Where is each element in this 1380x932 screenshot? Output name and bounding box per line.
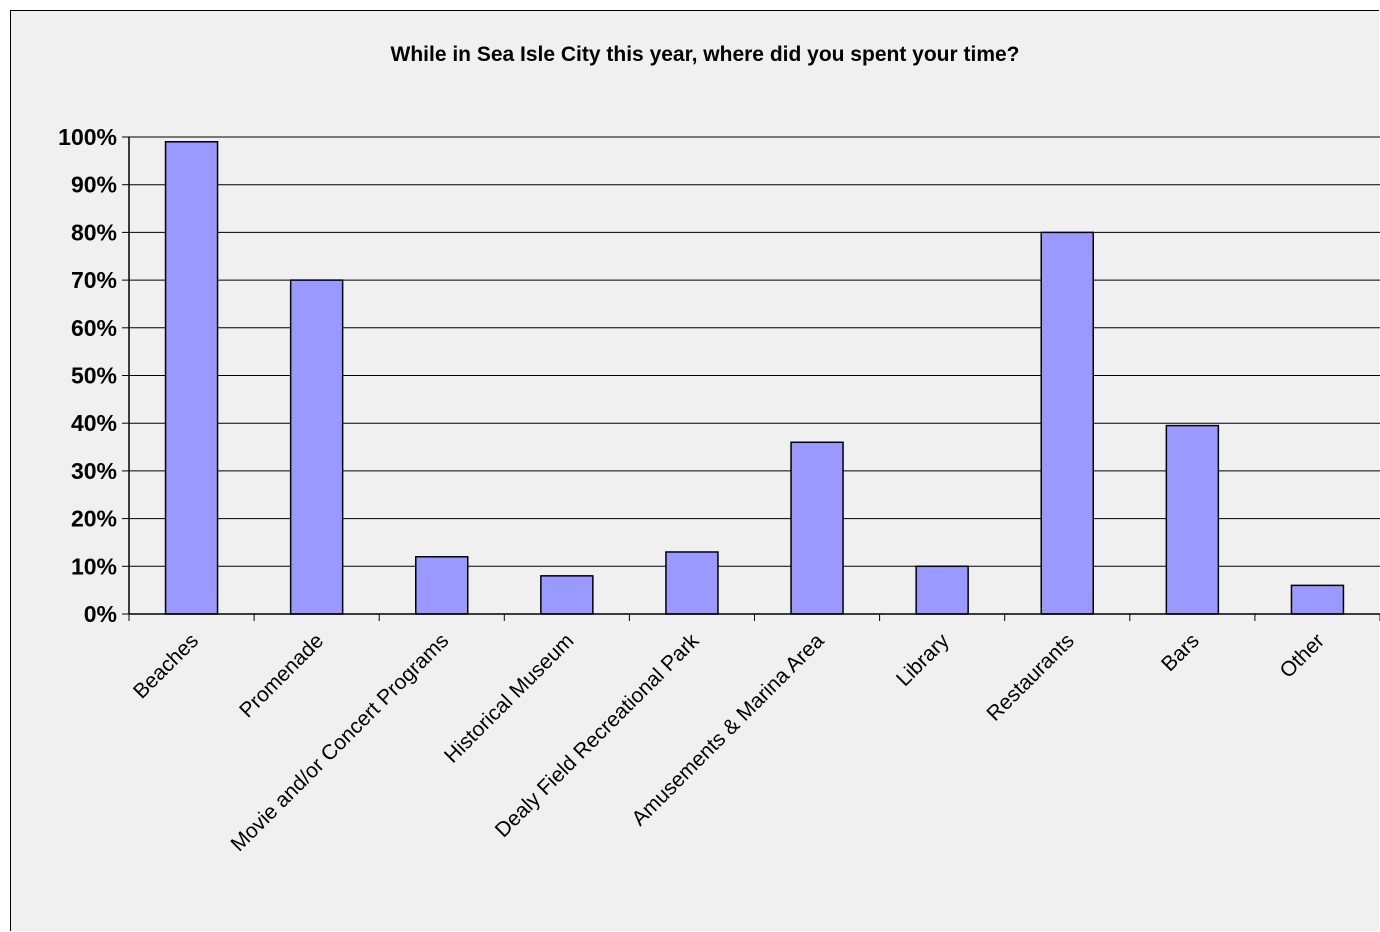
- y-tick-label: 60%: [71, 315, 117, 341]
- y-tick-label: 100%: [58, 124, 117, 150]
- y-tick-label: 30%: [71, 458, 117, 484]
- bar: [665, 551, 719, 615]
- bar: [1290, 584, 1345, 615]
- bar: [415, 556, 469, 615]
- x-tick-label: Beaches: [129, 629, 203, 703]
- x-tick-label: Other: [1276, 629, 1329, 682]
- bar: [1040, 231, 1094, 615]
- y-tick-label: 20%: [71, 506, 117, 532]
- x-tick-label: Promenade: [235, 629, 328, 722]
- bar: [915, 565, 969, 615]
- x-tick-label: Library: [892, 629, 954, 691]
- x-tick-label: Bars: [1157, 629, 1204, 676]
- y-tick-label: 40%: [71, 410, 117, 436]
- bar: [790, 441, 844, 615]
- y-tick-label: 80%: [71, 219, 117, 245]
- y-tick-label: 10%: [71, 553, 117, 579]
- y-tick-label: 70%: [71, 267, 117, 293]
- axes: [122, 136, 1380, 621]
- y-tick-label: 90%: [71, 172, 117, 198]
- bars: [164, 141, 1345, 615]
- y-tick-labels: 0% 10% 20% 30% 40% 50% 60% 70% 80% 90% 100%: [58, 124, 117, 627]
- bar: [1165, 424, 1220, 615]
- x-tick-label: Restaurants: [982, 629, 1078, 725]
- y-tick-label: 50%: [71, 363, 117, 389]
- x-tick-label: Dealy Field Recreational Park: [491, 629, 704, 842]
- chart-title: While in Sea Isle City this year, where …: [391, 43, 1020, 66]
- bar: [289, 279, 344, 615]
- y-tick-label: 0%: [84, 601, 117, 627]
- bar: [164, 141, 219, 615]
- bar: [540, 575, 594, 615]
- x-tick-label: Movie and/or Concert Programs: [227, 629, 454, 856]
- x-tick-label: Historical Museum: [440, 629, 578, 767]
